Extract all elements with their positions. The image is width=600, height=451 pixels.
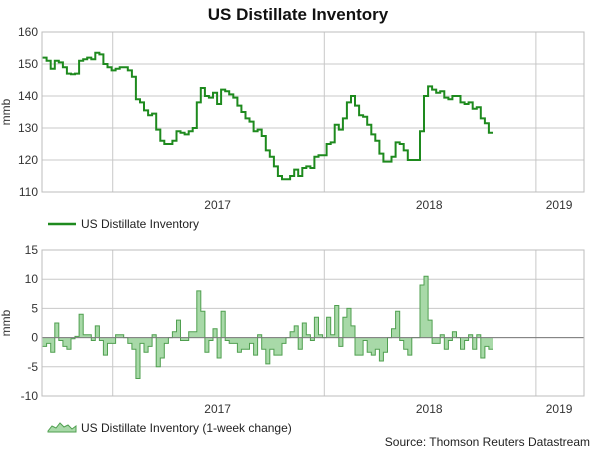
top-panel: 110 120 130 140 150 160 2017 2018 2019 mmb US D… xyxy=(0,25,585,231)
chart-title: US Distillate Inventory xyxy=(208,5,389,24)
y-tick-label: 10 xyxy=(25,272,39,286)
bottom-y-ticks: -10 -5 0 5 10 15 xyxy=(21,243,39,403)
bottom-plot-frame xyxy=(41,249,585,397)
bottom-panel: -10 -5 0 5 10 15 2017 2018 2019 mmb US Distilla… xyxy=(0,243,585,435)
inventory-line xyxy=(42,51,493,181)
bottom-legend: US Distillate Inventory (1-week change) xyxy=(47,421,292,435)
change-area-fill xyxy=(42,276,493,379)
bottom-series xyxy=(42,275,584,379)
top-legend: US Distillate Inventory xyxy=(48,217,199,231)
bottom-x-labels: 2017 2018 2019 xyxy=(204,402,572,416)
bottom-gridlines xyxy=(42,249,584,397)
top-y-ticks: 110 120 130 140 150 160 xyxy=(18,25,38,199)
x-tick-label: 2019 xyxy=(546,402,573,416)
top-legend-label: US Distillate Inventory xyxy=(81,217,199,231)
y-tick-label: 110 xyxy=(19,185,38,199)
y-tick-label: 0 xyxy=(31,331,38,345)
bottom-legend-swatch xyxy=(47,422,77,433)
top-x-labels: 2017 2018 2019 xyxy=(204,198,572,212)
x-tick-label: 2017 xyxy=(204,198,231,212)
x-tick-label: 2018 xyxy=(416,198,443,212)
y-tick-label: -10 xyxy=(21,389,39,403)
y-tick-label: 130 xyxy=(18,121,38,135)
top-plot-frame xyxy=(41,31,585,193)
y-tick-label: 15 xyxy=(25,243,39,257)
x-tick-label: 2018 xyxy=(416,402,443,416)
x-tick-label: 2019 xyxy=(546,198,573,212)
bottom-legend-label: US Distillate Inventory (1-week change) xyxy=(81,421,292,435)
bottom-y-axis-label: mmb xyxy=(0,309,13,336)
y-tick-label: 140 xyxy=(18,89,38,103)
source-note: Source: Thomson Reuters Datastream xyxy=(385,435,590,449)
top-y-axis-label: mmb xyxy=(0,98,13,125)
top-series xyxy=(42,51,493,181)
y-tick-label: 150 xyxy=(18,57,38,71)
y-tick-label: 5 xyxy=(31,301,38,315)
x-tick-label: 2017 xyxy=(204,402,231,416)
y-tick-label: 120 xyxy=(18,153,38,167)
y-tick-label: 160 xyxy=(18,25,38,39)
y-tick-label: -5 xyxy=(27,360,38,374)
